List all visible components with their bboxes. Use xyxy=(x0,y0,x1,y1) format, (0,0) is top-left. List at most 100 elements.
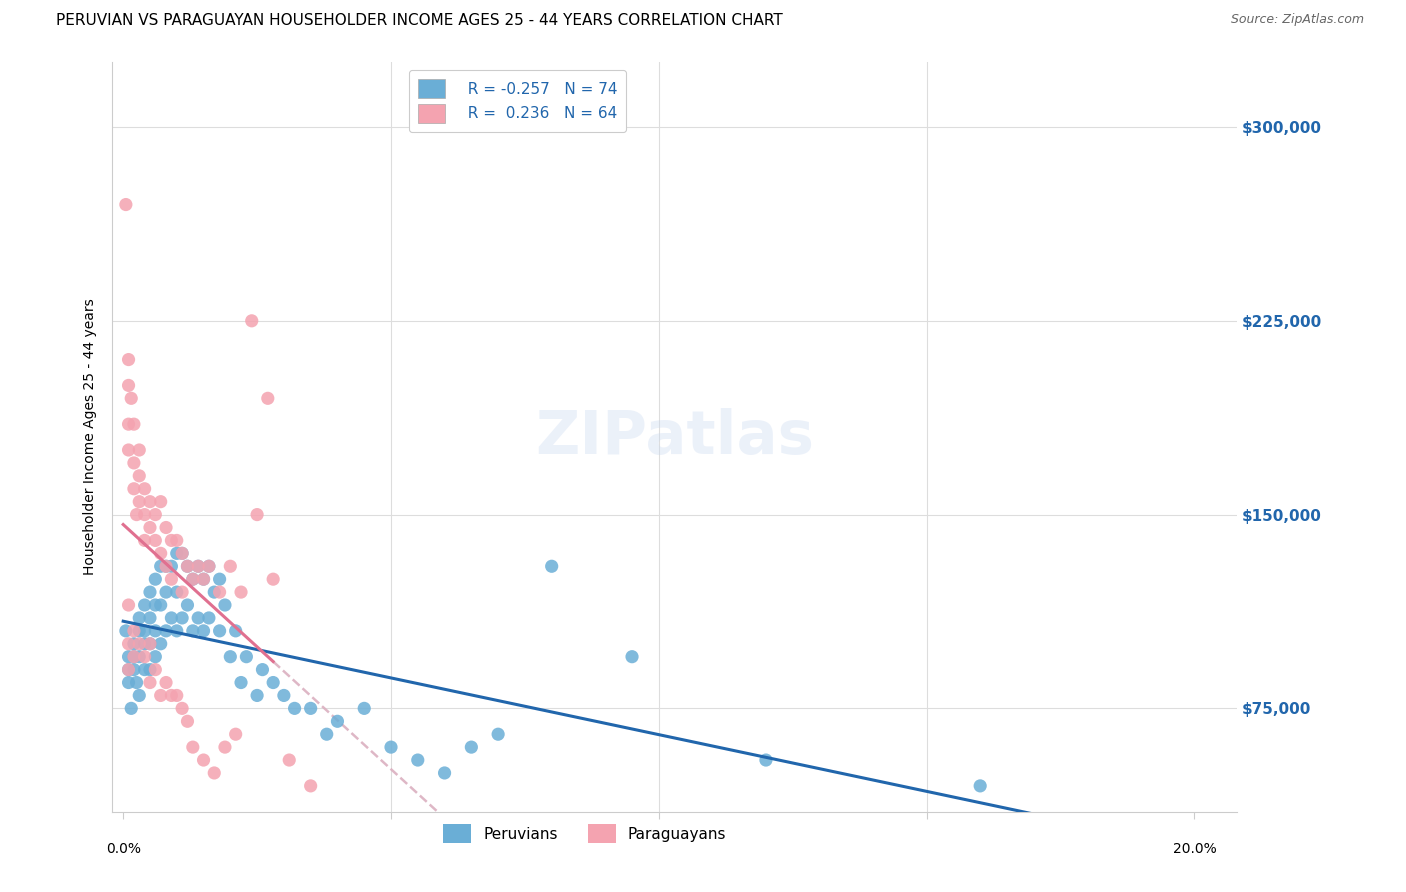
Point xyxy=(262,675,284,690)
Point xyxy=(117,649,139,664)
Point xyxy=(155,559,177,574)
Point xyxy=(176,598,198,612)
Point xyxy=(187,611,209,625)
Point xyxy=(256,392,278,406)
Point xyxy=(187,559,209,574)
Point xyxy=(225,624,247,638)
Point xyxy=(143,533,166,548)
Point xyxy=(284,701,307,715)
Point xyxy=(229,675,252,690)
Point xyxy=(172,701,194,715)
Point xyxy=(246,689,269,703)
Point xyxy=(299,701,322,715)
Point xyxy=(143,663,166,677)
Point xyxy=(235,649,257,664)
Point xyxy=(193,624,215,638)
Point xyxy=(128,689,150,703)
Point xyxy=(176,714,198,729)
Point xyxy=(208,585,231,599)
Point xyxy=(117,417,139,432)
Point xyxy=(149,637,172,651)
Point xyxy=(160,533,183,548)
Point xyxy=(139,520,162,534)
Point xyxy=(139,611,162,625)
Point xyxy=(176,559,198,574)
Point xyxy=(115,197,138,211)
Point xyxy=(172,546,194,560)
Point xyxy=(621,649,644,664)
Point xyxy=(155,520,177,534)
Point xyxy=(134,624,156,638)
Point xyxy=(149,689,172,703)
Point xyxy=(219,559,242,574)
Point xyxy=(208,624,231,638)
Point xyxy=(149,559,172,574)
Y-axis label: Householder Income Ages 25 - 44 years: Householder Income Ages 25 - 44 years xyxy=(83,299,97,575)
Point xyxy=(181,572,204,586)
Legend: Peruvians, Paraguayans: Peruvians, Paraguayans xyxy=(437,818,733,849)
Point xyxy=(193,753,215,767)
Point xyxy=(193,572,215,586)
Point xyxy=(172,585,194,599)
Point xyxy=(278,753,301,767)
Point xyxy=(160,559,183,574)
Point xyxy=(755,753,778,767)
Point xyxy=(143,508,166,522)
Point xyxy=(380,740,402,755)
Point xyxy=(122,663,145,677)
Point xyxy=(433,766,456,780)
Point xyxy=(128,494,150,508)
Point xyxy=(246,508,269,522)
Point xyxy=(115,624,138,638)
Point xyxy=(198,559,221,574)
Point xyxy=(155,624,177,638)
Point xyxy=(540,559,562,574)
Point xyxy=(240,314,263,328)
Text: 0.0%: 0.0% xyxy=(105,842,141,856)
Point xyxy=(122,482,145,496)
Point xyxy=(166,533,188,548)
Point xyxy=(117,378,139,392)
Point xyxy=(128,468,150,483)
Point xyxy=(117,663,139,677)
Point xyxy=(128,637,150,651)
Point xyxy=(117,598,139,612)
Point xyxy=(117,663,139,677)
Point xyxy=(134,482,156,496)
Point xyxy=(299,779,322,793)
Point xyxy=(139,637,162,651)
Point xyxy=(219,649,242,664)
Point xyxy=(139,663,162,677)
Point xyxy=(198,559,221,574)
Point xyxy=(198,611,221,625)
Point xyxy=(969,779,991,793)
Point xyxy=(193,572,215,586)
Point xyxy=(181,624,204,638)
Point xyxy=(134,508,156,522)
Point xyxy=(117,352,139,367)
Point xyxy=(181,572,204,586)
Point xyxy=(125,508,148,522)
Point xyxy=(214,740,236,755)
Point xyxy=(122,417,145,432)
Point xyxy=(353,701,375,715)
Point xyxy=(214,598,236,612)
Point xyxy=(229,585,252,599)
Point xyxy=(181,740,204,755)
Point xyxy=(143,598,166,612)
Point xyxy=(406,753,429,767)
Point xyxy=(225,727,247,741)
Point xyxy=(208,572,231,586)
Point xyxy=(315,727,337,741)
Point xyxy=(155,559,177,574)
Point xyxy=(122,637,145,651)
Point xyxy=(262,572,284,586)
Point xyxy=(134,663,156,677)
Point xyxy=(134,649,156,664)
Point xyxy=(326,714,349,729)
Point xyxy=(143,649,166,664)
Point xyxy=(149,546,172,560)
Point xyxy=(122,456,145,470)
Point xyxy=(139,637,162,651)
Point xyxy=(143,572,166,586)
